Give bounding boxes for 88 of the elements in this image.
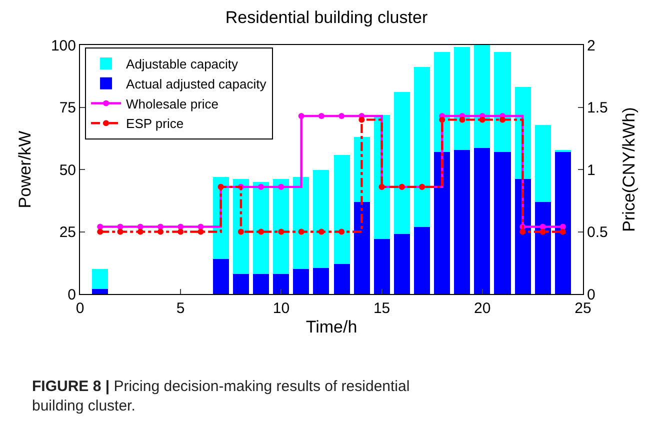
point <box>540 224 546 230</box>
bar <box>535 125 551 202</box>
y2-tick-label: 1 <box>587 162 596 179</box>
bar <box>334 155 350 264</box>
point <box>178 224 184 230</box>
caption: FIGURE 8 | Pricing decision-making results of residential building cluster. <box>32 378 410 414</box>
y-tick-label: 25 <box>59 224 76 241</box>
bar <box>454 150 470 294</box>
chart-title: Residential building cluster <box>225 8 428 27</box>
bar <box>494 52 511 152</box>
point <box>238 228 244 235</box>
point <box>560 228 566 235</box>
bar <box>273 179 289 274</box>
legend-label: Wholesale price <box>126 96 219 112</box>
point <box>298 112 304 119</box>
point <box>198 224 204 230</box>
x-tick-label: 15 <box>373 300 390 317</box>
point <box>540 228 546 235</box>
bar <box>92 269 108 289</box>
y-tick-label: 50 <box>59 162 76 179</box>
point <box>459 116 466 123</box>
bar <box>494 152 511 294</box>
y2-tick-label: 0.5 <box>587 224 608 241</box>
bar <box>213 259 229 294</box>
bar <box>555 152 571 294</box>
y2-tick-label: 1.5 <box>587 100 608 116</box>
bar <box>434 152 450 294</box>
bar <box>334 264 350 294</box>
point <box>258 228 264 235</box>
point <box>500 116 506 123</box>
y2-tick-label: 2 <box>587 37 596 54</box>
bar <box>293 269 309 294</box>
bar <box>535 202 551 294</box>
point <box>278 228 284 235</box>
bar <box>414 227 430 294</box>
x-tick-label: 20 <box>474 300 491 317</box>
point <box>560 224 566 230</box>
bar <box>233 179 249 274</box>
bar <box>92 289 108 294</box>
bar <box>515 179 531 294</box>
bar <box>454 47 470 150</box>
point <box>358 116 365 123</box>
bar <box>434 52 450 152</box>
y-axis-title: Power/kW <box>16 130 35 208</box>
y2-axis-title: Price(CNY/kWh) <box>619 107 638 232</box>
point <box>338 228 345 235</box>
x-tick-label: 5 <box>176 300 185 317</box>
bar <box>414 67 430 227</box>
bar <box>394 92 410 234</box>
bar <box>293 177 309 269</box>
point <box>157 224 164 230</box>
point <box>318 112 324 119</box>
y-tick-label: 75 <box>59 100 76 116</box>
point <box>439 116 446 123</box>
legend-label: ESP price <box>126 116 184 132</box>
point <box>298 228 304 235</box>
y-tick-label: 100 <box>50 37 76 54</box>
bar <box>474 148 490 294</box>
point <box>338 112 345 119</box>
point <box>97 228 104 235</box>
point <box>137 224 144 230</box>
bar <box>474 45 490 148</box>
point <box>198 228 204 235</box>
bar <box>273 274 289 294</box>
x-axis-title: Time/h <box>306 317 358 336</box>
point <box>137 228 144 235</box>
point <box>117 224 124 230</box>
legend-label: Actual adjusted capacity <box>126 76 267 92</box>
point <box>117 228 124 235</box>
point <box>520 228 526 235</box>
y-tick-label: 0 <box>68 286 76 304</box>
bar <box>394 234 410 294</box>
bar <box>313 268 329 294</box>
x-tick-label: 10 <box>272 300 290 317</box>
bar <box>253 274 269 294</box>
bar <box>253 182 269 274</box>
point <box>258 184 264 190</box>
point <box>97 224 104 230</box>
legend-label: Adjustable capacity <box>126 56 239 72</box>
bar <box>233 274 249 294</box>
point <box>479 116 486 123</box>
bar <box>354 202 370 294</box>
point <box>278 184 284 190</box>
bar <box>313 170 329 268</box>
point <box>318 228 324 235</box>
bar <box>374 239 390 294</box>
point <box>178 228 184 235</box>
point <box>157 228 164 235</box>
